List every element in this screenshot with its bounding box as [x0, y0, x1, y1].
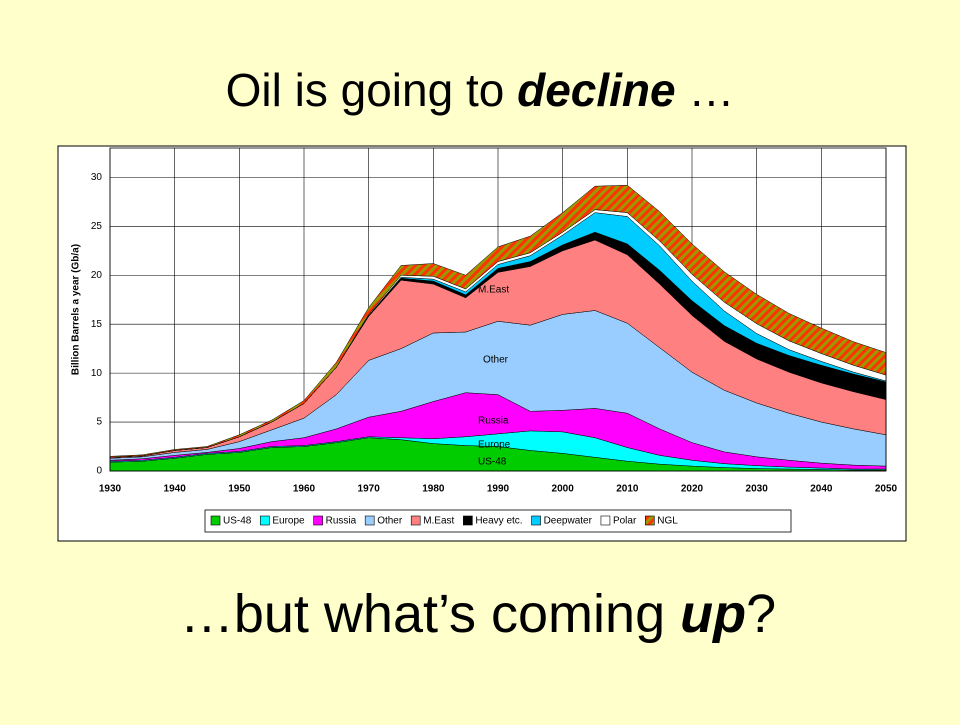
x-tick-label: 1930	[99, 484, 122, 495]
y-tick-label: 10	[91, 368, 103, 379]
legend-label: M.East	[423, 516, 454, 527]
x-tick-label: 1940	[164, 484, 187, 495]
x-tick-label: 1970	[358, 484, 381, 495]
legend-label: NGL	[657, 516, 678, 527]
area-label: Europe	[478, 440, 511, 451]
area-label: Russia	[478, 416, 509, 427]
x-tick-label: 2010	[616, 484, 639, 495]
footer-part: ?	[746, 584, 776, 644]
legend-swatch	[210, 515, 221, 526]
legend-swatch	[463, 515, 473, 526]
title-emphasis: decline	[517, 64, 676, 116]
x-tick-label: 2030	[746, 484, 769, 495]
legend-swatch	[644, 515, 655, 526]
title-part: …	[676, 64, 735, 116]
legend-swatch	[313, 515, 323, 526]
legend-label: Deepwater	[544, 516, 593, 527]
x-tick-label: 2040	[810, 484, 833, 495]
y-axis-label: Billion Barrels a year (Gb/a)	[71, 244, 82, 375]
x-tick-label: 1990	[487, 484, 510, 495]
legend-swatch	[364, 515, 375, 526]
legend: US-48 Europe Russia Other M.East Heavy etc. De…	[204, 509, 792, 533]
area-label: Other	[483, 355, 509, 366]
legend-label: Europe	[272, 516, 305, 527]
legend-label: Other	[377, 516, 403, 527]
legend-box	[204, 509, 792, 533]
area-label: M.East	[478, 285, 509, 296]
y-tick-label: 20	[91, 270, 103, 281]
x-tick-label: 2000	[552, 484, 575, 495]
footer-part: …but what’s coming	[180, 584, 680, 644]
y-tick-label: 0	[96, 466, 102, 477]
slide-footer: …but what’s coming up?	[180, 584, 776, 644]
x-tick-label: 1980	[422, 484, 445, 495]
y-tick-label: 25	[91, 221, 103, 232]
legend-label: Heavy etc.	[475, 516, 522, 527]
legend-label: Polar	[613, 516, 637, 527]
legend-label: US-48	[223, 516, 252, 527]
x-tick-label: 2020	[681, 484, 704, 495]
legend-swatch	[260, 515, 270, 526]
legend-label: Russia	[326, 516, 357, 527]
slide-title: Oil is going to decline …	[226, 64, 735, 116]
y-tick-label: 15	[91, 319, 103, 330]
x-tick-label: 1960	[293, 484, 316, 495]
legend-swatch	[410, 515, 421, 526]
plot-border	[109, 147, 887, 472]
y-tick-label: 5	[96, 417, 102, 428]
legend-swatch	[600, 515, 611, 526]
title-part: Oil is going to	[226, 64, 517, 116]
area-label: US-48	[478, 457, 507, 468]
legend-swatch	[531, 515, 541, 526]
y-tick-label: 30	[91, 172, 103, 183]
chart: 0 5 10 15 20 25 30 1930 1940 1950 1960 1970 1980 1990…	[71, 147, 898, 533]
footer-emphasis: up	[680, 584, 746, 644]
x-tick-label: 1950	[228, 484, 251, 495]
x-tick-label: 2050	[875, 484, 898, 495]
